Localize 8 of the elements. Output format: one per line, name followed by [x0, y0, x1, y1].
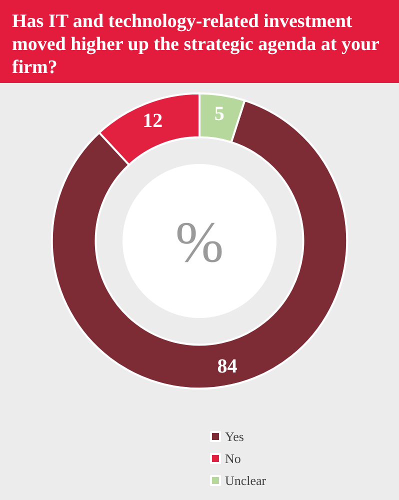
- chart-title: Has IT and technology-related investment moved higher up the strategic agenda at your firm?: [0, 0, 399, 83]
- legend-label: Yes: [225, 429, 244, 444]
- text: %: [175, 210, 224, 274]
- data-label: 12: [142, 110, 163, 132]
- data-label: 84: [217, 356, 238, 378]
- legend-label: No: [225, 451, 241, 466]
- data-label: 5: [214, 102, 224, 125]
- legend-label: Unclear: [225, 473, 267, 488]
